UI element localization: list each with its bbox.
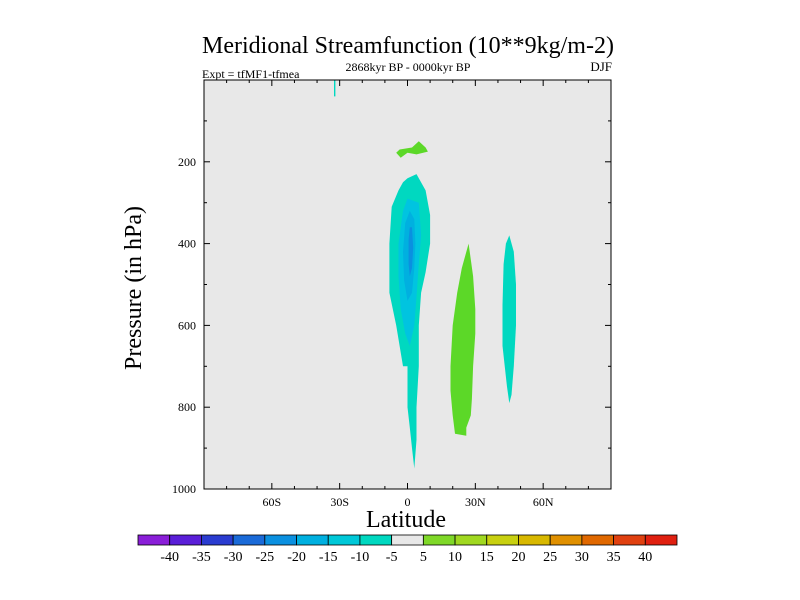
contour-region-midlatitude-negative-cell (502, 235, 516, 404)
colorbar-swatch (201, 534, 234, 546)
x-axis: 60S 30S 0 30N 60N (226, 80, 589, 509)
y-tick-label: 600 (178, 318, 196, 332)
colorbar-label: -25 (255, 550, 274, 565)
colorbar-label: 25 (543, 550, 557, 565)
x-tick-label: 30N (465, 495, 486, 509)
colorbar-swatch (296, 534, 329, 546)
contour-region-upper-positive-cell (396, 141, 428, 158)
experiment-annotation: Expt = tfMF1-tfmea (202, 67, 300, 81)
colorbar-swatch (549, 534, 583, 546)
plot-area (203, 79, 612, 490)
colorbar-swatch (613, 534, 646, 546)
season-annotation: DJF (590, 59, 612, 74)
x-tick-label: 60S (262, 495, 281, 509)
colorbar-swatch (327, 534, 361, 546)
y-tick-label: 800 (178, 400, 196, 414)
colorbar-label: -30 (224, 550, 243, 565)
colorbar-label: -40 (160, 550, 179, 565)
colorbar-swatch (391, 534, 424, 546)
colorbar-label: 40 (638, 550, 652, 565)
x-tick-label: 0 (405, 495, 411, 509)
y-tick-label: 200 (178, 155, 196, 169)
colorbar-label: 20 (511, 550, 525, 565)
colorbar-label: 35 (607, 550, 621, 565)
chart-title: Meridional Streamfunction (10**9kg/m-2) (202, 33, 614, 59)
y-tick-label: 1000 (172, 482, 196, 496)
colorbar-swatch (264, 534, 297, 546)
colorbar-label: -35 (192, 550, 211, 565)
colorbar-swatch (581, 534, 614, 546)
y-tick-label: 400 (178, 237, 196, 251)
colorbar-swatch (454, 534, 488, 546)
colorbar-swatch (422, 534, 456, 546)
contour-region-subtropical-positive-cell (450, 243, 476, 436)
x-axis-label: Latitude (366, 507, 446, 533)
colorbar-swatch (359, 534, 393, 546)
colorbar-label: -5 (386, 550, 398, 565)
colorbar-swatch (137, 534, 171, 546)
period-annotation: 2868kyr BP - 0000kyr BP (346, 60, 471, 74)
colorbar: -40 -35 -30 -25 -20 -15 -10 -5 5 10 15 20 25 30 35 40 (137, 534, 678, 565)
x-tick-label: 30S (330, 495, 349, 509)
colorbar-label: 10 (448, 550, 462, 565)
y-axis-label: Pressure (in hPa) (121, 206, 147, 370)
colorbar-label: 30 (575, 550, 589, 565)
colorbar-swatch (644, 534, 678, 546)
colorbar-swatch (232, 534, 266, 546)
colorbar-label: 5 (420, 550, 427, 565)
colorbar-label: -20 (287, 550, 306, 565)
colorbar-label: -10 (351, 550, 370, 565)
contour-region-northern-spike (334, 80, 336, 97)
contour-region-equatorial-negative-peak (408, 227, 414, 277)
colorbar-swatch (169, 534, 202, 546)
x-tick-label: 60N (533, 495, 554, 509)
colorbar-label: 15 (480, 550, 494, 565)
colorbar-swatch (518, 534, 551, 546)
colorbar-label: -15 (319, 550, 338, 565)
y-axis: 200 400 600 800 1000 (172, 120, 611, 496)
colorbar-swatch (486, 534, 519, 546)
